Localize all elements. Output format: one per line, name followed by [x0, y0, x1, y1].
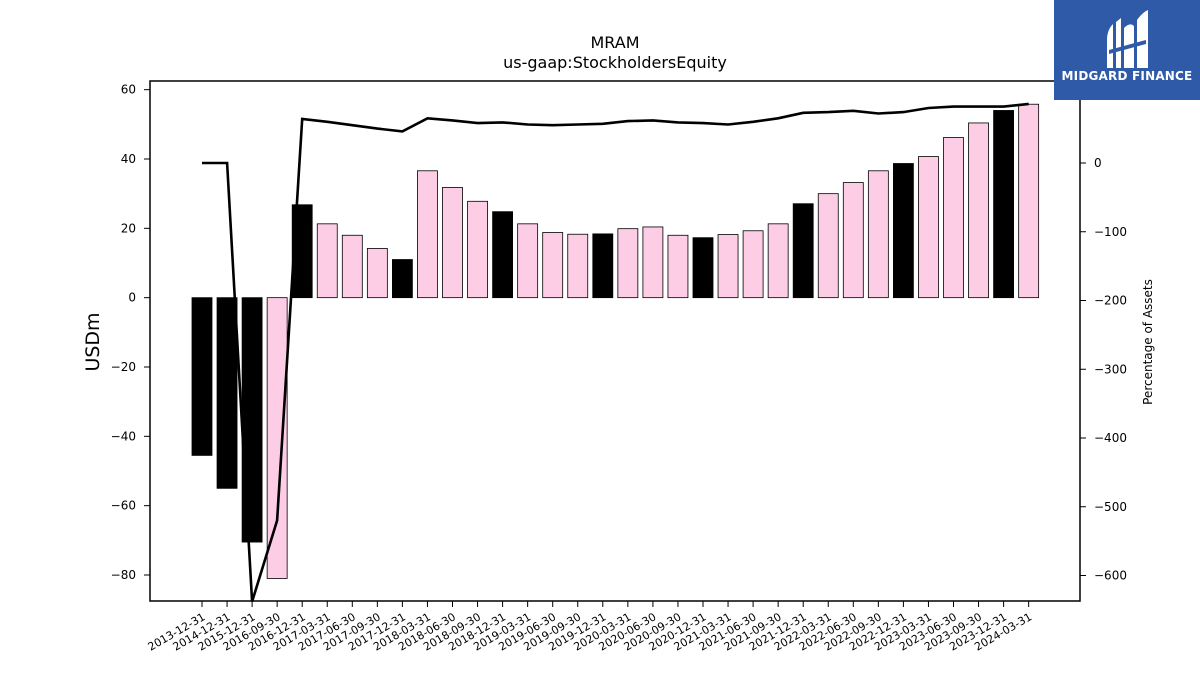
bar	[542, 232, 564, 299]
bar	[391, 259, 413, 299]
bar	[792, 203, 814, 299]
y2-axis-label: Percentage of Assets	[1141, 279, 1155, 405]
y-tick-label: 20	[121, 221, 136, 235]
bar	[842, 182, 864, 299]
bar	[442, 187, 463, 299]
bar	[216, 297, 238, 489]
midgard-finance-logo: MIDGARD FINANCE	[1054, 0, 1200, 100]
y-tick-label: −60	[111, 499, 136, 513]
chart-title: MRAM	[590, 33, 639, 52]
bar	[867, 170, 889, 299]
y2-tick-label: 0	[1094, 156, 1102, 170]
bar	[817, 193, 839, 299]
bar	[467, 200, 488, 299]
y2-tick-label: −200	[1094, 294, 1127, 308]
y-tick-label: 0	[128, 291, 136, 305]
y-tick-label: −80	[111, 568, 136, 582]
bar	[667, 234, 689, 299]
bar	[567, 233, 589, 299]
bar	[968, 122, 989, 299]
bar	[717, 234, 739, 299]
bar	[943, 137, 964, 299]
bar	[417, 170, 438, 299]
y2-tick-label: −600	[1094, 569, 1127, 583]
bar	[592, 233, 614, 299]
bar	[266, 297, 288, 579]
plot-frame	[149, 80, 1081, 602]
bar	[918, 156, 939, 299]
bar	[692, 237, 714, 299]
bar	[517, 223, 539, 299]
bar	[642, 226, 664, 299]
bar-series	[191, 103, 1040, 579]
y2-tick-label: −500	[1094, 500, 1127, 514]
bar	[341, 234, 363, 299]
bar	[291, 204, 313, 299]
bar	[492, 211, 514, 299]
bar	[617, 228, 639, 299]
y-tick-label: −20	[111, 360, 136, 374]
bar	[767, 223, 789, 299]
percentage-of-assets-line	[202, 102, 1029, 602]
y-axis-label: USDm	[82, 312, 104, 371]
bar	[366, 248, 388, 299]
line-series	[202, 102, 1029, 602]
bar	[993, 110, 1014, 299]
bar	[191, 297, 213, 456]
y-tick-label: −40	[111, 429, 136, 443]
y2-tick-label: −300	[1094, 362, 1127, 376]
bar	[241, 297, 263, 543]
bar	[1018, 103, 1040, 299]
y2-tick-label: −100	[1094, 225, 1127, 239]
bar	[316, 223, 338, 299]
y-tick-label: 40	[121, 152, 136, 166]
bar	[742, 230, 764, 299]
logo-text: MIDGARD FINANCE	[1061, 69, 1193, 83]
y-tick-label: 60	[121, 83, 136, 97]
logo-mark-icon	[1107, 10, 1148, 68]
bar	[893, 163, 914, 299]
chart-subtitle: us-gaap:StockholdersEquity	[503, 53, 727, 72]
y2-tick-label: −400	[1094, 431, 1127, 445]
